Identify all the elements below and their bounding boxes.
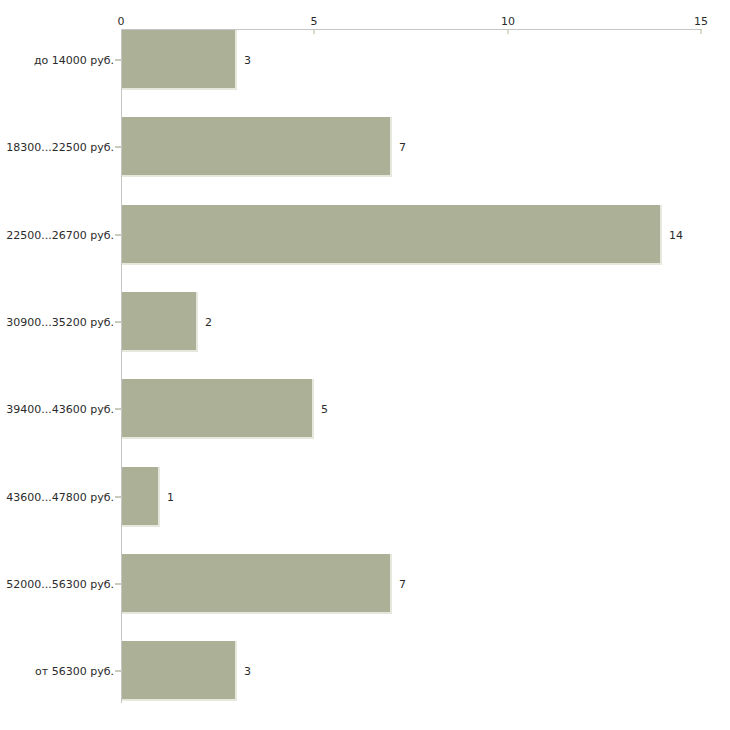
y-axis-tick [115,583,121,585]
bar-chart: 051015до 14000 руб.318300...22500 руб.72… [0,0,730,730]
bar-value-label: 14 [669,205,683,265]
x-axis-tick-label: 10 [488,15,528,28]
bar [122,30,237,90]
y-axis-tick [115,408,121,410]
y-axis-tick [115,496,121,498]
y-axis-label: 43600...47800 руб. [0,467,114,527]
bar-value-label: 5 [321,379,328,439]
x-axis-tick-label: 15 [681,15,721,28]
bar [122,117,392,177]
y-axis-tick [115,59,121,61]
bar [122,205,662,265]
y-axis-label: 30900...35200 руб. [0,292,114,352]
y-axis-label: до 14000 руб. [0,30,114,90]
bar-value-label: 3 [244,30,251,90]
x-axis-tick [313,30,315,34]
y-axis-tick [115,146,121,148]
y-axis-tick [115,234,121,236]
bar [122,467,160,527]
x-axis-tick [700,30,702,34]
bar [122,641,237,701]
y-axis-label: от 56300 руб. [0,641,114,701]
y-axis-label: 52000...56300 руб. [0,554,114,614]
y-axis-label: 39400...43600 руб. [0,379,114,439]
bar-value-label: 1 [167,467,174,527]
bar-value-label: 3 [244,641,251,701]
bar [122,554,392,614]
y-axis-tick [115,670,121,672]
bar-value-label: 7 [399,554,406,614]
x-axis-tick-label: 5 [294,15,334,28]
x-axis-tick [507,30,509,34]
y-axis-label: 18300...22500 руб. [0,117,114,177]
x-axis-tick-label: 0 [101,15,141,28]
y-axis-label: 22500...26700 руб. [0,205,114,265]
bar [122,292,198,352]
bar [122,379,314,439]
bar-value-label: 7 [399,117,406,177]
y-axis-tick [115,321,121,323]
bar-value-label: 2 [205,292,212,352]
